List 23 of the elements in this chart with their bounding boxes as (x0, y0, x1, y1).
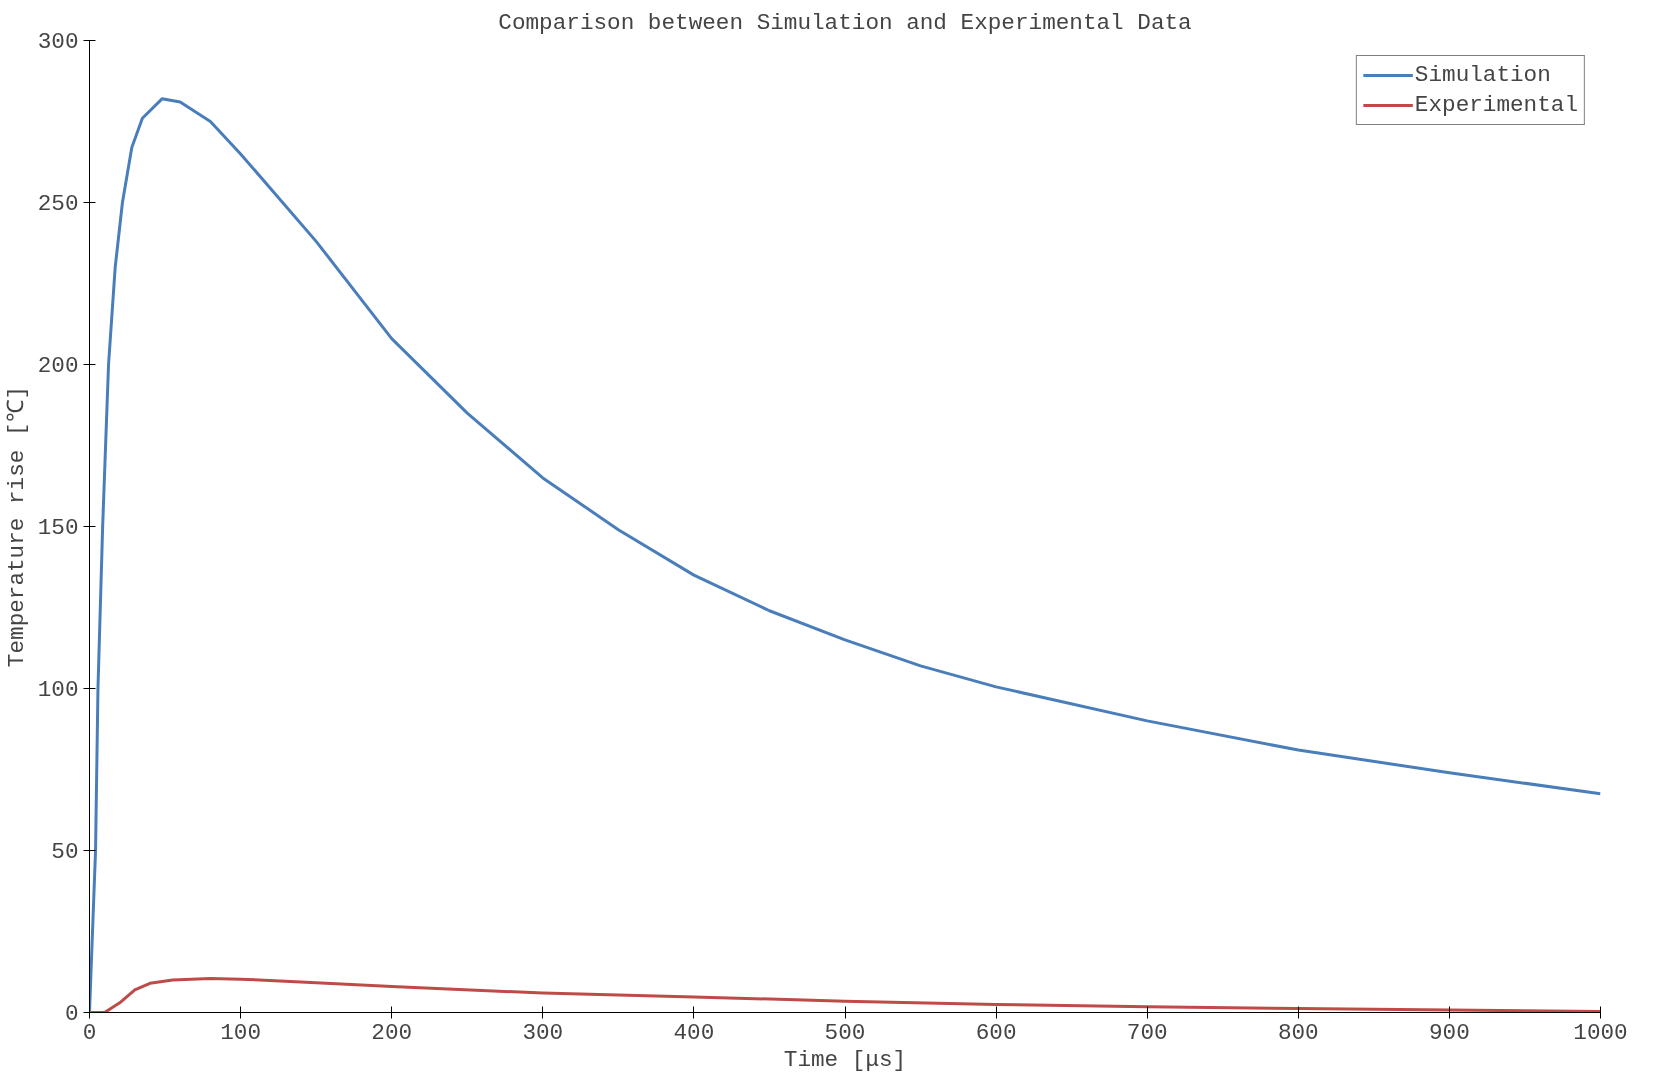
y-axis-title: Temperature rise [℃] (3, 385, 30, 668)
chart-title: Comparison between Simulation and Experimental Data (498, 9, 1192, 36)
x-tick-label: 500 (824, 1019, 866, 1046)
legend-label: Simulation (1414, 62, 1551, 88)
legend-label: Experimental (1414, 92, 1578, 118)
y-tick-label: 50 (51, 839, 79, 865)
y-tick-label: 200 (37, 353, 79, 379)
x-tick-label: 600 (975, 1019, 1017, 1046)
y-tick-label: 0 (64, 1001, 79, 1027)
x-tick-label: 400 (673, 1019, 715, 1046)
y-tick-label: 250 (37, 191, 79, 217)
x-tick-label: 0 (82, 1019, 97, 1046)
x-axis-title: Time [μs] (783, 1046, 907, 1073)
x-tick-label: 800 (1277, 1019, 1319, 1046)
y-tick-label: 300 (37, 29, 79, 55)
x-tick-label: 1000 (1573, 1019, 1628, 1046)
x-tick-label: 300 (522, 1019, 564, 1046)
y-tick-label: 150 (37, 515, 79, 541)
y-tick-label: 100 (37, 677, 79, 703)
x-tick-label: 100 (220, 1019, 261, 1046)
x-tick-label: 900 (1429, 1019, 1470, 1046)
x-tick-label: 700 (1126, 1019, 1168, 1046)
x-tick-label: 200 (371, 1019, 413, 1046)
